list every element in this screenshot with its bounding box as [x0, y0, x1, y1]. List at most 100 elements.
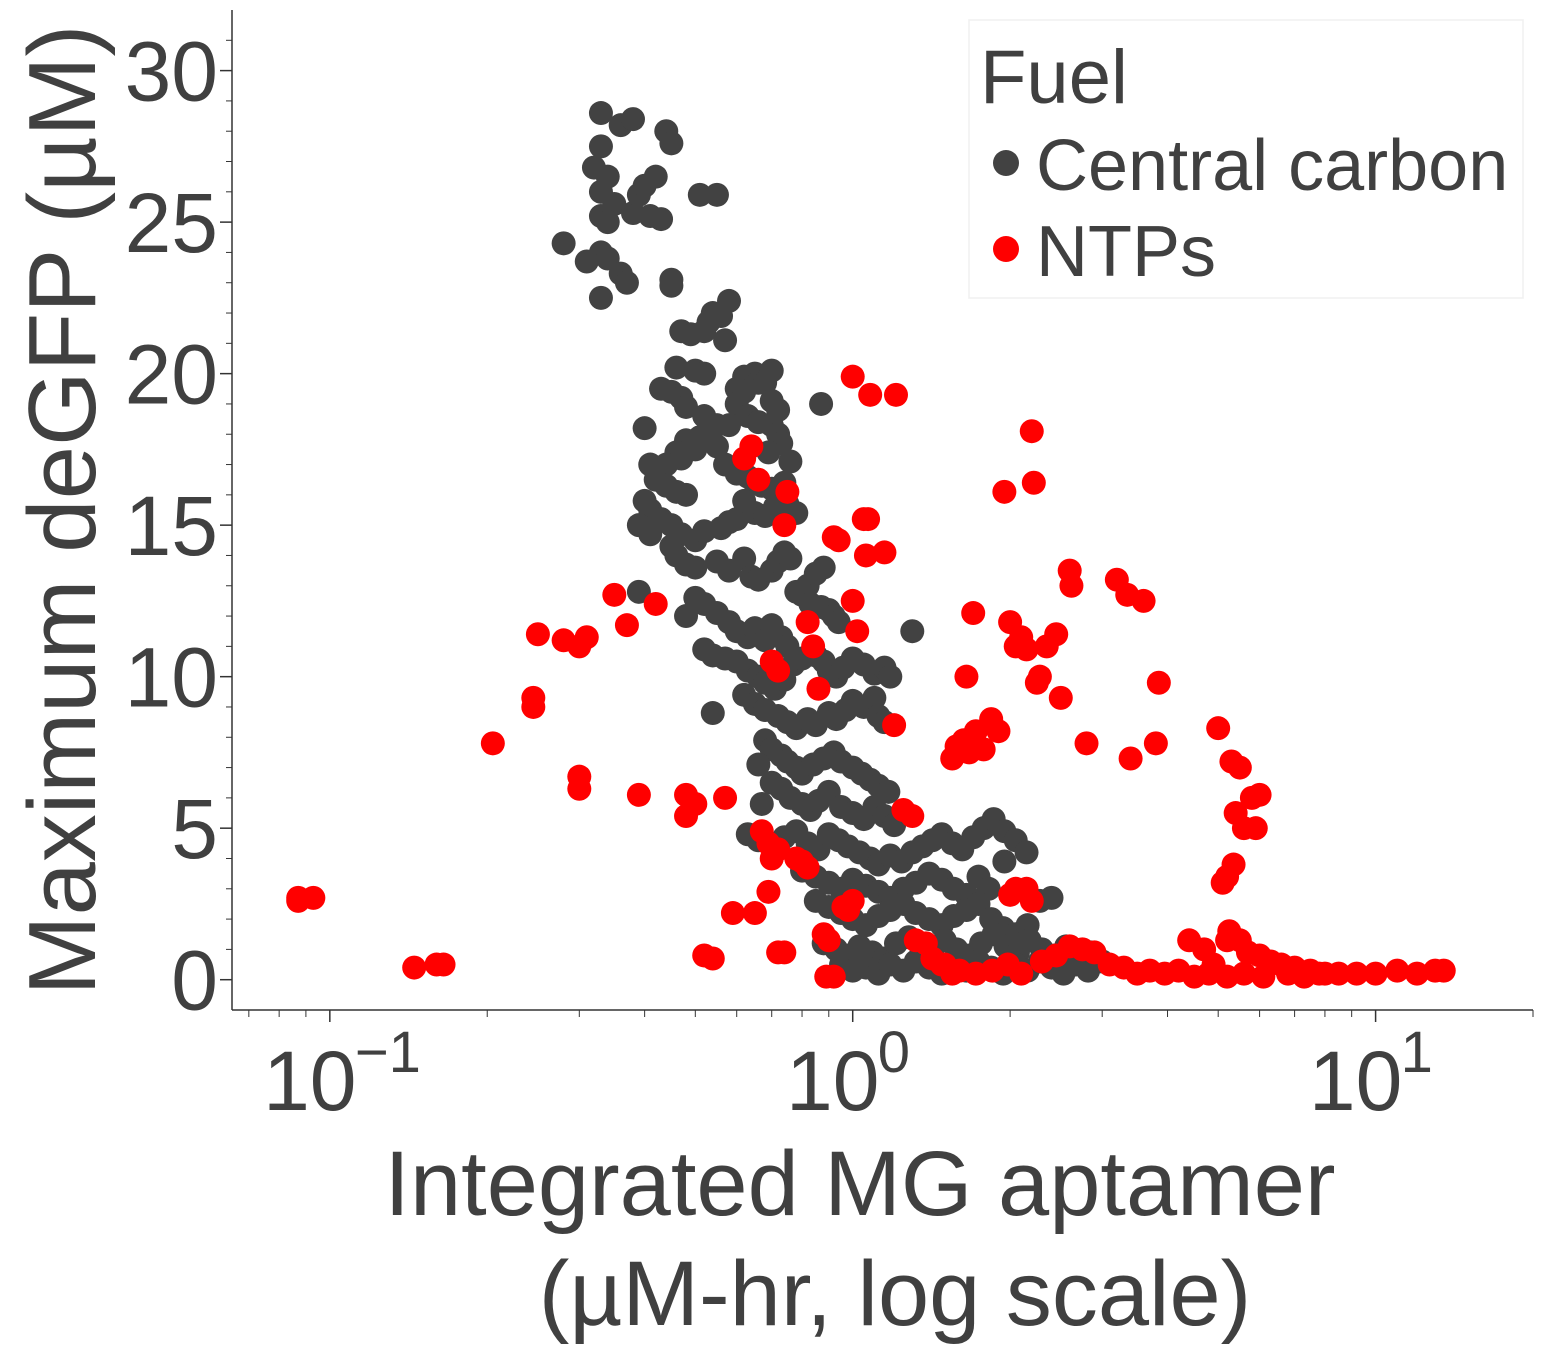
data-point	[746, 467, 771, 492]
data-point	[1210, 870, 1235, 895]
data-point	[643, 164, 668, 189]
data-point	[878, 664, 903, 689]
data-point	[1363, 961, 1388, 986]
x-axis-label-line-2: (µM-hr, log scale)	[539, 1243, 1252, 1345]
data-point	[687, 182, 712, 207]
data-point	[1014, 840, 1039, 865]
x-axis-label-line-1: Integrated MG aptamer	[384, 1133, 1335, 1235]
data-point	[588, 101, 613, 126]
data-points	[286, 101, 1456, 989]
data-point	[700, 701, 725, 726]
y-ticks: 0 5 10 15 20 25 30	[125, 25, 232, 1028]
data-point	[402, 955, 427, 980]
data-point	[753, 370, 778, 395]
data-point	[692, 319, 717, 344]
data-point	[992, 849, 1017, 874]
data-point	[1251, 964, 1276, 989]
data-point	[739, 434, 764, 459]
data-point	[614, 270, 639, 295]
data-point	[1021, 470, 1046, 495]
data-point	[1019, 888, 1044, 913]
data-point	[840, 888, 865, 913]
data-point	[659, 131, 684, 156]
data-point	[1019, 419, 1044, 444]
data-point	[626, 579, 651, 604]
data-point	[1039, 885, 1064, 910]
data-point	[821, 964, 846, 989]
data-point	[1014, 637, 1039, 662]
data-point	[1404, 961, 1429, 986]
data-point	[756, 879, 781, 904]
data-point	[626, 782, 651, 807]
data-point	[724, 507, 749, 532]
legend-marker-central-carbon	[993, 150, 1019, 176]
legend-box	[968, 19, 1524, 299]
y-tick-label: 5	[171, 782, 218, 876]
data-point	[1196, 961, 1221, 986]
data-point	[649, 207, 674, 232]
data-point	[809, 391, 834, 416]
data-point	[840, 588, 865, 613]
data-point	[588, 134, 613, 159]
data-point	[674, 394, 699, 419]
data-point	[971, 737, 996, 762]
data-point	[746, 752, 771, 777]
data-point	[766, 658, 791, 683]
data-point	[1247, 782, 1272, 807]
legend-label-central-carbon: Central carbon	[1036, 126, 1508, 206]
data-point	[704, 182, 729, 207]
data-point	[845, 619, 870, 644]
data-point	[742, 901, 767, 926]
data-point	[1118, 746, 1143, 771]
data-point	[717, 413, 742, 438]
data-point	[1059, 573, 1084, 598]
axes	[231, 10, 1533, 1011]
data-point	[551, 231, 576, 256]
data-point	[659, 273, 684, 298]
data-point	[286, 888, 311, 913]
data-point	[620, 107, 645, 132]
data-point	[775, 479, 800, 504]
data-point	[801, 634, 826, 659]
series-0	[551, 101, 1115, 986]
data-point	[872, 540, 897, 565]
x-ticks: 10−1 100 101	[248, 1010, 1534, 1128]
data-point	[806, 676, 831, 701]
x-tick-label: 10	[1309, 1034, 1402, 1128]
series-1	[286, 364, 1456, 989]
data-point	[525, 622, 550, 647]
data-point	[1344, 961, 1369, 986]
data-point	[759, 846, 784, 871]
data-point	[720, 901, 745, 926]
data-point	[521, 694, 546, 719]
y-tick-label: 0	[171, 934, 218, 1028]
data-point	[567, 776, 592, 801]
data-point	[1243, 816, 1268, 841]
legend-title: Fuel	[980, 35, 1128, 120]
data-point	[1431, 958, 1456, 983]
legend: Fuel Central carbon NTPs	[968, 19, 1524, 299]
data-point	[992, 479, 1017, 504]
data-point	[632, 416, 657, 441]
data-point	[1027, 664, 1052, 689]
data-point	[1206, 716, 1231, 741]
data-point	[614, 613, 639, 638]
data-point	[674, 482, 699, 507]
data-point	[704, 434, 729, 459]
data-point	[643, 591, 668, 616]
data-point	[1326, 961, 1351, 986]
data-point	[713, 328, 738, 353]
data-point	[853, 543, 878, 568]
data-point	[732, 546, 757, 571]
y-tick-label: 30	[125, 25, 218, 119]
data-point	[1076, 958, 1101, 983]
data-point	[795, 855, 820, 880]
data-point	[876, 779, 901, 804]
data-point	[602, 582, 627, 607]
data-point	[1143, 731, 1168, 756]
data-point	[986, 719, 1011, 744]
data-point	[858, 382, 883, 407]
data-point	[883, 382, 908, 407]
data-point	[856, 507, 881, 532]
